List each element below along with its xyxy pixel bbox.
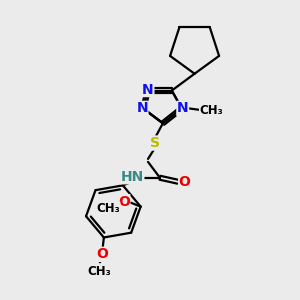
Text: HN: HN [121, 170, 144, 184]
Text: CH₃: CH₃ [96, 202, 120, 215]
Text: N: N [177, 101, 188, 116]
Text: S: S [150, 136, 160, 150]
Text: CH₃: CH₃ [200, 104, 223, 117]
Text: O: O [179, 175, 190, 189]
Text: O: O [118, 195, 130, 209]
Text: N: N [136, 101, 148, 116]
Text: CH₃: CH₃ [87, 265, 111, 278]
Text: N: N [142, 82, 154, 97]
Text: O: O [96, 247, 108, 261]
